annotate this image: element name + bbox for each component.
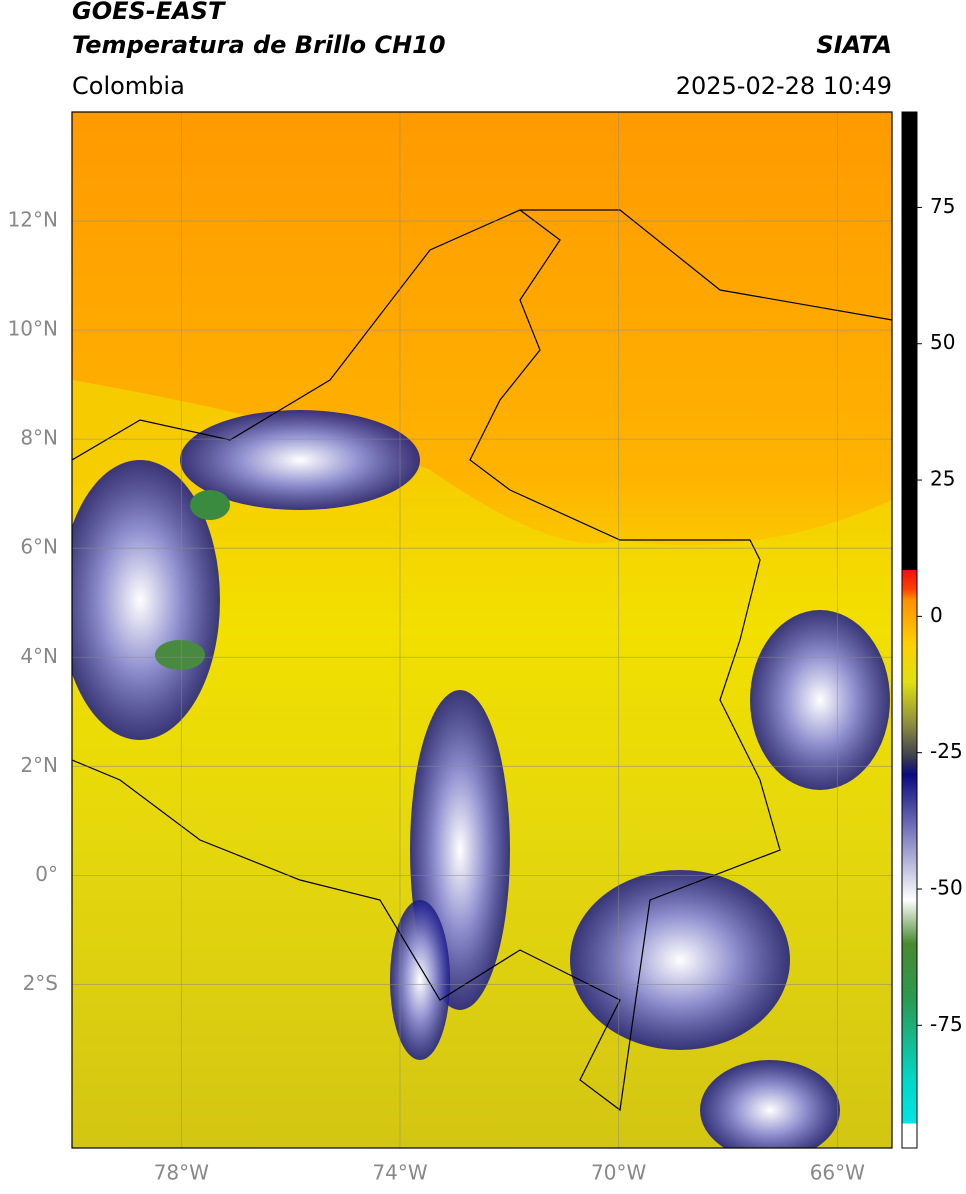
cloud (180, 410, 420, 510)
lat-tick-label: 4°N (20, 644, 58, 668)
map-frame (71, 111, 893, 1149)
lat-tick-label: 2°S (23, 971, 58, 995)
border (72, 209, 781, 1112)
colorbar-tick-label: 0 (930, 603, 943, 627)
lat-tick-label: 2°N (20, 753, 58, 777)
colorbar-tick-label: -25 (930, 739, 963, 763)
lon-tick-label: 74°W (372, 1161, 427, 1185)
cloud-core (190, 490, 230, 520)
lat-tick-label: 0° (35, 862, 58, 886)
cloud (72, 460, 220, 740)
region: Colombia (72, 72, 185, 100)
colorbar-tick-label: -50 (930, 876, 963, 900)
lat-tick-label: 10°N (8, 317, 58, 341)
imagery (72, 112, 892, 1148)
colorbar-tick-label: 75 (930, 194, 955, 218)
source: SIATA (816, 31, 892, 59)
lat-tick-label: 6°N (20, 535, 58, 559)
colorbar-tick-label: -75 (930, 1012, 963, 1036)
colorbar-tick-label: 50 (930, 330, 955, 354)
cloud-core (155, 640, 205, 670)
coastline (520, 209, 892, 321)
lat-tick-label: 8°N (20, 426, 58, 450)
lon-tick-label: 66°W (810, 1161, 865, 1185)
cloud (390, 900, 450, 1060)
title: GOES-EAST (72, 0, 226, 25)
lat-tick-label: 12°N (8, 208, 58, 232)
cloud (570, 870, 790, 1050)
lon-tick-label: 78°W (154, 1161, 209, 1185)
colorbar (901, 111, 918, 1149)
colorbar-tick-label: 25 (930, 467, 955, 491)
cloud (750, 610, 890, 790)
datetime: 2025-02-28 10:49 (676, 72, 892, 100)
lon-tick-label: 70°W (591, 1161, 646, 1185)
title: Temperatura de Brillo CH10 (72, 31, 446, 59)
cloud (700, 1060, 840, 1148)
